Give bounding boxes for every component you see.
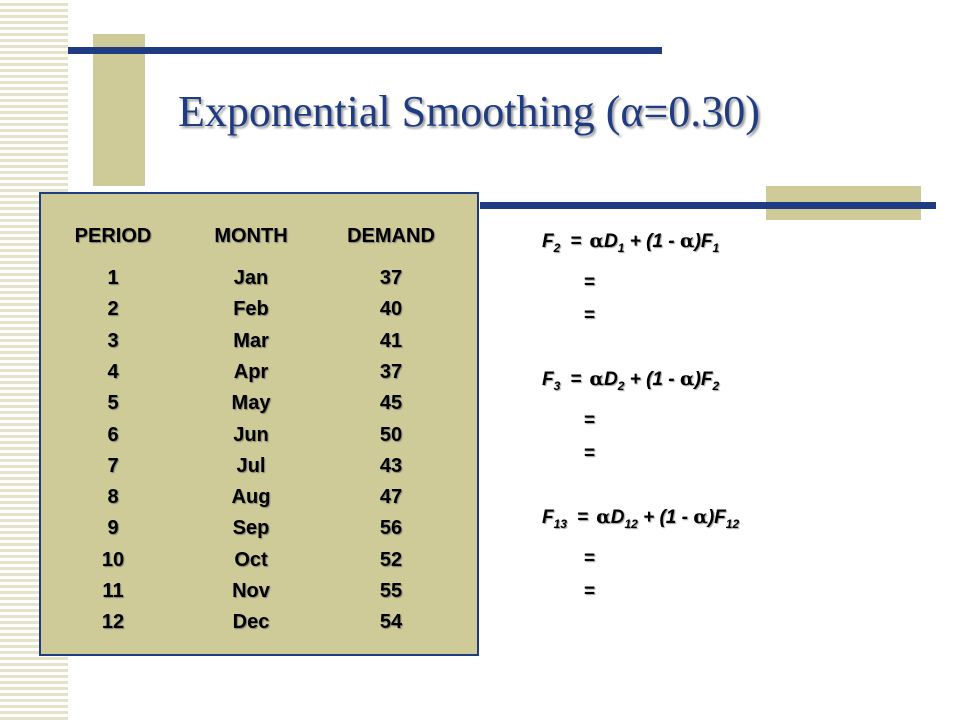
period-cell: 1 [107,267,119,289]
formula-line: F3 = αD2 + (1 - α)F2 [542,368,719,393]
formula-lhs-subscript: 2 [553,240,561,255]
period-cell: 10 [101,548,125,571]
formula-middle: + (1 - [624,369,680,390]
table-row: 2 Feb 40 [41,298,477,328]
demand-cell: 37 [379,267,403,289]
blank-equals: = [584,581,596,602]
demand-cell: 37 [379,360,403,383]
formula-lhs: F [542,231,554,252]
formula-middle: + (1 - [637,507,694,528]
formula-forecast-subscript: 1 [712,240,720,255]
demand-cell: 55 [379,580,403,602]
period-cell: 5 [107,392,119,415]
alpha-symbol: α [589,230,605,252]
table-row: 9 Sep 56 [41,517,477,547]
formula-lhs-subscript: 13 [553,516,567,531]
demand-cell: 40 [379,298,403,321]
period-cell: 6 [107,423,119,446]
formula-demand: D [610,507,625,528]
formula-lhs-subscript: 3 [553,378,561,393]
formula-forecast-subscript: 2 [712,378,720,393]
formula-close: )F [694,231,713,252]
formula-demand-subscript: 1 [617,240,625,255]
table-row: 10 Oct 52 [41,549,477,579]
blank-equals: = [584,305,596,326]
period-cell: 11 [102,580,124,602]
demand-cell: 52 [379,548,403,571]
demand-table-panel: PERIOD MONTH DEMAND 1 Jan 37 2 Feb 40 3 Mar 41 4 A… [39,192,479,656]
period-cell: 2 [107,298,119,321]
month-cell: Dec [232,611,270,634]
decorative-tan-block [93,34,145,186]
formula-demand: D [604,231,618,252]
title-rule [68,47,662,54]
formula-middle: + (1 - [624,231,680,252]
header-month: MONTH [214,225,288,247]
period-cell: 7 [107,454,119,477]
alpha-symbol: α [679,368,695,390]
formula-lhs: F [542,369,554,390]
slide-title: Exponential Smoothing (α=0.30) [178,87,760,136]
formula-forecast-subscript: 12 [725,516,740,531]
formula-equals: = [570,369,582,390]
month-cell: Aug [231,486,271,509]
period-cell: 9 [107,517,119,540]
period-cell: 4 [107,360,119,383]
table-row: 12 Dec 54 [41,611,477,641]
blank-equals: = [584,443,596,464]
month-cell: Mar [233,329,269,352]
formula-demand-subscript: 2 [617,378,625,393]
month-cell: Jun [233,423,269,446]
formula-demand: D [604,369,618,390]
blank-equals: = [584,272,596,293]
formula-close: )F [694,369,713,390]
formula-line: F13 = αD12 + (1 - α)F12 [542,506,739,531]
table-row: 7 Jul 43 [41,455,477,485]
alpha-symbol: α [693,506,708,528]
demand-cell: 47 [379,486,403,509]
table-header: PERIOD MONTH DEMAND [41,225,477,255]
demand-cell: 43 [379,454,403,477]
header-period: PERIOD [74,225,152,247]
header-demand: DEMAND [347,225,435,247]
blank-equals: = [584,410,596,431]
month-cell: Apr [233,360,269,383]
month-cell: Oct [234,548,268,571]
table-row: 5 May 45 [41,392,477,422]
table-row: 1 Jan 37 [41,267,477,297]
table-row: 11 Nov 55 [41,580,477,610]
formula-lhs: F [542,507,554,528]
table-row: 8 Aug 47 [41,486,477,516]
month-cell: May [231,392,271,415]
formula-demand-subscript: 12 [624,516,638,531]
demand-cell: 54 [379,611,403,634]
alpha-symbol: α [596,506,611,528]
formula-close: )F [707,507,726,528]
demand-cell: 56 [379,517,403,540]
month-cell: Nov [232,580,270,602]
month-cell: Jan [233,267,269,289]
table-row: 4 Apr 37 [41,361,477,391]
period-cell: 3 [107,329,119,352]
demand-cell: 50 [379,423,403,446]
month-cell: Jul [236,454,266,477]
demand-cell: 41 [379,329,403,352]
period-cell: 8 [107,486,119,509]
month-cell: Feb [233,298,269,321]
alpha-symbol: α [679,230,695,252]
period-cell: 12 [101,611,125,634]
formula-line: F2 = αD1 + (1 - α)F1 [542,230,719,255]
blank-equals: = [584,548,596,569]
alpha-symbol: α [589,368,605,390]
table-row: 6 Jun 50 [41,424,477,454]
formula-equals: = [576,507,589,528]
formula-equals: = [570,231,582,252]
content-rule [480,202,936,209]
demand-cell: 45 [379,392,403,415]
table-row: 3 Mar 41 [41,330,477,360]
month-cell: Sep [232,517,270,540]
